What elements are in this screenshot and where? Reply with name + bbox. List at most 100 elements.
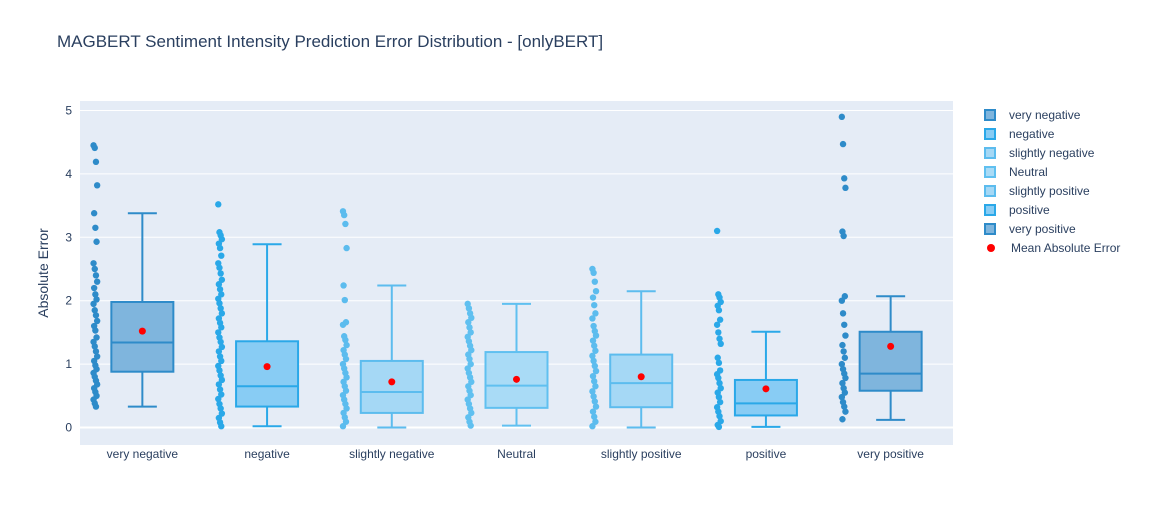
- outlier-point: [342, 355, 350, 363]
- outlier-point: [590, 357, 597, 365]
- y-tick-labels: 0 1 2 3 4 5: [65, 104, 72, 435]
- outlier-point: [93, 182, 101, 189]
- outlier-point: [592, 347, 599, 354]
- box-neutral: [464, 300, 549, 429]
- outlier-point: [589, 352, 596, 360]
- outlier-point: [590, 269, 597, 277]
- outlier-point: [589, 372, 597, 380]
- legend-item[interactable]: Neutral: [983, 162, 1120, 181]
- outlier-point: [716, 316, 724, 323]
- outlier-point: [713, 321, 721, 328]
- outlier-point: [92, 348, 100, 355]
- outlier-point: [715, 374, 722, 382]
- outlier-point: [592, 310, 599, 317]
- legend-swatch: [984, 184, 996, 197]
- iqr-box: [235, 340, 300, 408]
- box-very-negative: [90, 142, 175, 410]
- legend-item[interactable]: slightly negative: [983, 143, 1120, 162]
- outlier-point: [841, 321, 848, 328]
- outlier-point: [716, 398, 724, 406]
- outlier-point: [93, 317, 101, 325]
- outlier-point: [216, 386, 224, 393]
- outlier-point: [715, 393, 723, 401]
- legend-label: slightly negative: [1009, 145, 1095, 160]
- outlier-point: [91, 265, 98, 273]
- outlier-point: [838, 113, 846, 121]
- legend-item-mean[interactable]: Mean Absolute Error: [983, 238, 1120, 257]
- outlier-point: [842, 374, 849, 382]
- outlier-point: [716, 412, 723, 420]
- outlier-point: [715, 329, 722, 336]
- outlier-point: [342, 220, 349, 228]
- outlier-point: [218, 423, 225, 430]
- outlier-point: [841, 175, 848, 182]
- boxes: [90, 113, 923, 431]
- y-tick-label: 1: [65, 357, 72, 371]
- iqr-box: [858, 330, 923, 392]
- outlier-point: [590, 322, 597, 330]
- outlier-point: [589, 408, 597, 415]
- outlier-point: [842, 184, 849, 192]
- legend-item[interactable]: positive: [983, 200, 1120, 219]
- outlier-point: [590, 393, 597, 400]
- iqr-box: [609, 353, 674, 409]
- outlier-point: [839, 416, 846, 423]
- x-tick-label: negative: [244, 447, 290, 461]
- outlier-point: [591, 413, 598, 420]
- outlier-point: [838, 297, 846, 304]
- outlier-point: [466, 355, 473, 363]
- outlier-point: [90, 300, 97, 308]
- legend-swatch: [984, 127, 996, 140]
- outlier-point: [592, 383, 599, 390]
- outlier-point: [842, 332, 849, 339]
- outlier-point: [467, 422, 474, 429]
- mean-marker: [762, 385, 770, 393]
- iqr-box: [359, 359, 424, 414]
- outlier-point: [465, 319, 472, 326]
- legend-item[interactable]: slightly positive: [983, 181, 1120, 200]
- outlier-point: [340, 282, 347, 289]
- outlier-point: [92, 158, 100, 166]
- outlier-point: [90, 210, 98, 217]
- outlier-point: [591, 398, 599, 405]
- outlier-point: [838, 360, 846, 368]
- outlier-point: [589, 337, 597, 344]
- x-tick-label: very positive: [857, 447, 924, 461]
- outlier-point: [838, 393, 846, 401]
- outlier-point: [93, 238, 100, 245]
- outlier-point: [839, 140, 847, 148]
- outlier-point: [841, 403, 848, 410]
- outlier-point: [589, 388, 596, 395]
- outlier-point: [341, 296, 348, 304]
- outlier-point: [840, 348, 847, 355]
- legend-item[interactable]: very negative: [983, 105, 1120, 124]
- outlier-point: [91, 307, 98, 314]
- outlier-point: [340, 211, 348, 219]
- outlier-point: [216, 286, 224, 293]
- outlier-point: [93, 278, 101, 285]
- outlier-point: [339, 423, 347, 430]
- outlier-point: [714, 354, 721, 361]
- legend-dot: [987, 243, 995, 252]
- outlier-point: [339, 321, 347, 328]
- outlier-point: [592, 287, 600, 295]
- outlier-point: [592, 367, 600, 375]
- y-axis-label: Absolute Error: [35, 228, 51, 318]
- outlier-point: [716, 335, 723, 342]
- outlier-point: [91, 144, 98, 152]
- legend-item[interactable]: negative: [983, 124, 1120, 143]
- legend[interactable]: very negative negative slightly negative Ne…: [983, 105, 1120, 257]
- mean-marker: [513, 375, 520, 383]
- outlier-point: [343, 244, 350, 252]
- legend-item[interactable]: very positive: [983, 219, 1120, 238]
- outlier-point: [90, 260, 97, 267]
- outlier-point: [591, 362, 599, 370]
- outlier-point: [217, 405, 224, 412]
- outlier-point: [839, 341, 846, 349]
- outlier-point: [92, 224, 99, 231]
- outlier-point: [90, 284, 98, 292]
- outlier-point: [218, 310, 226, 317]
- box-negative: [215, 201, 300, 430]
- outlier-point: [92, 403, 100, 410]
